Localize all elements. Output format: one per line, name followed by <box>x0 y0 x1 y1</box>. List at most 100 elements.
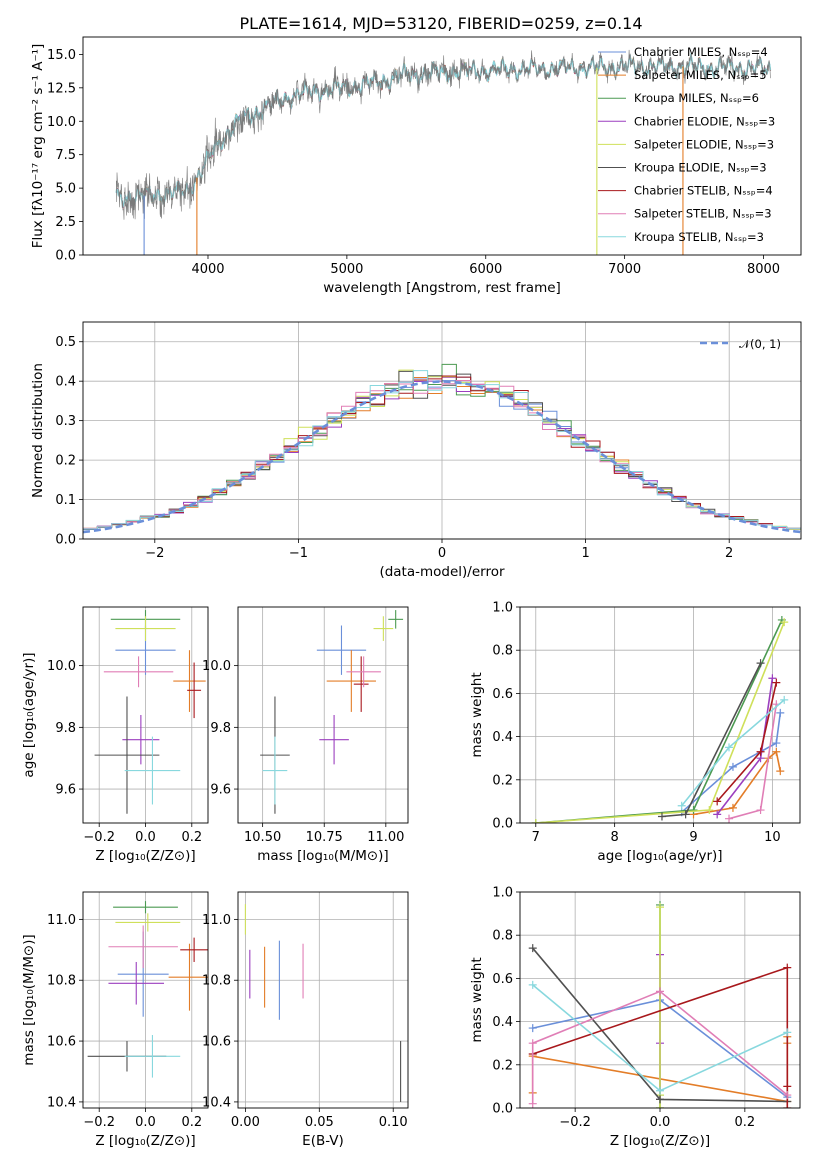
legend-entry-2: Salpeter MILES, Nₛₛₚ=5 <box>634 68 767 82</box>
weight-marker <box>756 747 765 756</box>
plot-area <box>528 900 792 1108</box>
x-tick-label: 0.0 <box>135 830 156 845</box>
y-tick-label: 0.0 <box>55 533 76 548</box>
plot-area <box>244 904 402 1102</box>
x-tick-label: 4000 <box>191 262 224 277</box>
y-tick-label: 0.2 <box>55 454 76 469</box>
error-point-8 <box>103 656 174 688</box>
y-tick-label: 10.0 <box>47 115 76 130</box>
y-tick-label: 0.0 <box>492 1102 513 1117</box>
x-tick-label: −0.2 <box>559 1115 591 1130</box>
weight-marker <box>783 1028 792 1037</box>
x-tick-label: 6000 <box>469 262 502 277</box>
x-tick-label: −1 <box>289 546 308 561</box>
legend-entry-3: Kroupa MILES, Nₛₛₚ=6 <box>634 91 759 105</box>
plot-area <box>531 615 789 823</box>
weight-marker <box>656 987 664 996</box>
panel-weight_vs_Z: −0.2 0.0 0.2 0.0 0.2 0.4 0.6 0.8 1.0 Z [log₁₀(Z/Z… <box>469 886 801 1149</box>
y-tick-label: 0.4 <box>492 730 513 745</box>
y-tick-label: 10.6 <box>202 1035 231 1050</box>
y-tick-label: 10.4 <box>202 1095 231 1110</box>
x-axis-label: Z [log₁₀(Z/Z⊙)] <box>95 1133 195 1149</box>
panel-spectrum: 4000 5000 6000 7000 8000 0.0 2.5 5.0 7.5 10.0 12.5… <box>30 36 802 296</box>
x-tick-label: −2 <box>145 546 164 561</box>
panel-weight_vs_age: 7 8 9 10 0.0 0.2 0.4 0.6 0.8 1.0 age [log₁₀(age/yr… <box>469 601 801 864</box>
panel-mass_vs_Z: −0.2 0.0 0.2 10.4 10.6 10.8 11.0 Z [log₁₀(Z/Z⊙)… <box>21 891 209 1149</box>
axes-frame <box>82 36 802 256</box>
weight-marker <box>677 801 686 810</box>
weight-marker <box>725 743 734 752</box>
x-tick-label: 1 <box>581 546 589 561</box>
y-tick-label: 0.5 <box>55 335 76 350</box>
plot-area <box>115 49 772 255</box>
x-tick-label: 0 <box>438 546 446 561</box>
weight-line-8 <box>531 990 788 1104</box>
error-point-1 <box>316 625 367 675</box>
error-point-4 <box>108 961 165 1005</box>
y-tick-label: 0.4 <box>55 375 76 390</box>
axes-frame <box>519 606 801 824</box>
x-tick-label: 10 <box>764 830 781 845</box>
y-tick-label: 7.5 <box>55 148 76 163</box>
x-axis-label: mass [log₁₀(M/M⊙)] <box>257 848 388 864</box>
figure-title: PLATE=1614, MJD=53120, FIBERID=0259, z=0… <box>239 14 642 33</box>
y-tick-label: 0.8 <box>492 644 513 659</box>
y-axis-label: Flux [fλ10⁻¹⁷ erg cm⁻² s⁻¹ A⁻¹] <box>30 44 46 249</box>
plot-area <box>83 363 801 534</box>
axes-frame <box>82 321 802 540</box>
axes-frame <box>82 606 209 824</box>
error-point-5 <box>373 616 394 641</box>
weight-marker <box>728 762 737 771</box>
weight-marker <box>728 803 737 812</box>
error-point-9 <box>124 1034 181 1078</box>
weight-marker <box>772 678 781 687</box>
weight-marker <box>776 708 785 717</box>
weight-marker <box>528 944 537 953</box>
y-tick-label: 1.0 <box>492 601 513 616</box>
weight-marker <box>657 812 666 821</box>
x-tick-label: 0.2 <box>181 830 202 845</box>
histogram-series-9 <box>83 370 801 532</box>
legend-entry-6: Kroupa ELODIE, Nₛₛₚ=3 <box>634 161 767 175</box>
x-tick-label: 2 <box>725 546 733 561</box>
weight-marker <box>780 618 789 627</box>
error-point-2 <box>173 650 206 712</box>
x-tick-label: 0.0 <box>135 1115 156 1130</box>
y-tick-label: 15.0 <box>47 48 76 63</box>
weight-marker <box>768 674 777 683</box>
y-tick-label: 10.4 <box>47 1095 76 1110</box>
x-axis-label: wavelength [Angstrom, rest frame] <box>323 280 561 296</box>
weight-marker <box>725 814 734 823</box>
panel-age_vs_Z: −0.2 0.0 0.2 9.6 9.8 10.0 Z [log₁₀(Z/Z⊙)] age [… <box>21 606 209 864</box>
y-tick-label: 9.8 <box>55 721 76 736</box>
weight-marker <box>783 1091 792 1100</box>
weight-marker <box>528 1039 537 1048</box>
x-tick-label: 11.00 <box>367 830 404 845</box>
x-tick-label: 0.05 <box>305 1115 334 1130</box>
y-tick-label: 0.6 <box>492 972 513 987</box>
x-axis-label: (data-model)/error <box>379 564 505 580</box>
weight-marker <box>713 810 722 819</box>
legend-entry-7: Chabrier STELIB, Nₛₛₚ=4 <box>634 184 773 198</box>
error-point-6 <box>94 696 160 814</box>
y-tick-label: 10.8 <box>47 974 76 989</box>
weight-marker <box>656 1104 664 1108</box>
x-tick-label: 8 <box>611 830 619 845</box>
weight-marker <box>705 806 714 815</box>
legend-entry-8: Salpeter STELIB, Nₛₛₚ=3 <box>634 207 772 221</box>
weight-marker <box>528 1024 537 1033</box>
weight-line-1 <box>681 712 782 813</box>
error-point-2 <box>168 943 208 1011</box>
y-tick-label: 1.0 <box>492 886 513 901</box>
x-tick-label: 7 <box>532 830 540 845</box>
plot-area <box>87 901 208 1078</box>
legend-entry-5: Salpeter ELODIE, Nₛₛₚ=3 <box>634 137 774 151</box>
weight-marker <box>756 806 765 815</box>
weight-marker <box>772 747 781 756</box>
x-tick-label: 5000 <box>330 262 363 277</box>
weight-marker <box>656 1095 664 1104</box>
y-tick-label: 0.2 <box>492 773 513 788</box>
x-axis-label: age [log₁₀(age/yr)] <box>597 848 722 864</box>
x-tick-label: 0.10 <box>379 1115 408 1130</box>
